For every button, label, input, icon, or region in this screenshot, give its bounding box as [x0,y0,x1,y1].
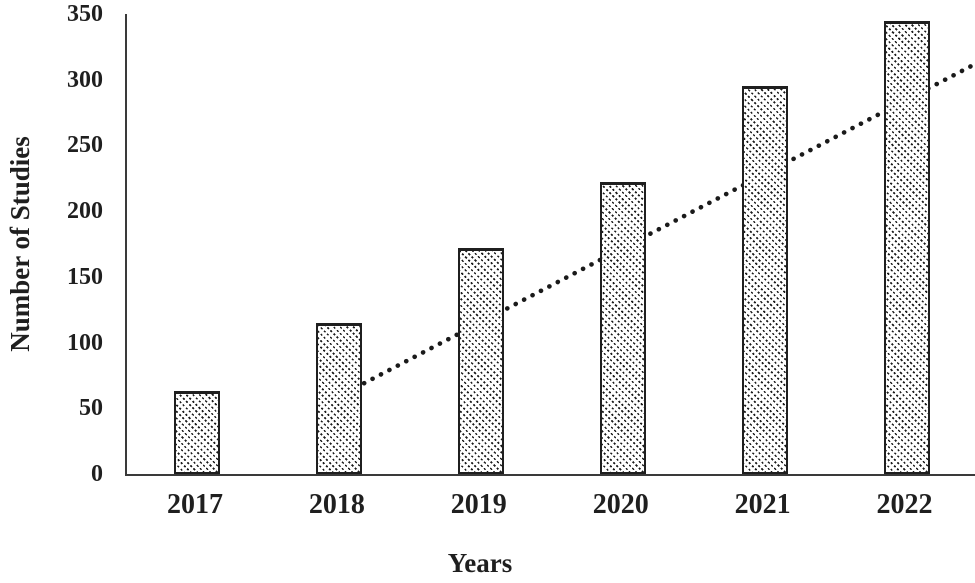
y-tick-label: 200 [67,198,103,225]
x-tick-label: 2019 [450,489,507,520]
y-tick-label: 50 [79,395,103,422]
x-tick-label: 2022 [876,489,933,520]
trendline [319,61,975,408]
bar-2022 [883,20,930,474]
x-tick-label: 2017 [167,489,223,520]
x-tick-label: 2020 [592,489,649,520]
y-tick-label: 250 [67,132,103,159]
x-axis-title: Years [447,548,513,578]
y-tick-label: 150 [67,263,103,290]
bar-2020 [599,182,646,474]
x-tick-label: 2018 [308,489,365,520]
y-tick-label: 300 [67,66,103,93]
y-tick-label: 350 [67,1,103,27]
y-tick-label: 100 [67,329,103,356]
bar-2019 [457,247,504,474]
bar-2018 [315,322,362,474]
bar-2021 [741,86,788,474]
plot-area [125,14,975,476]
y-tick-label: 0 [91,461,103,487]
bar-2017 [174,391,220,474]
x-tick-label: 2021 [734,489,791,520]
